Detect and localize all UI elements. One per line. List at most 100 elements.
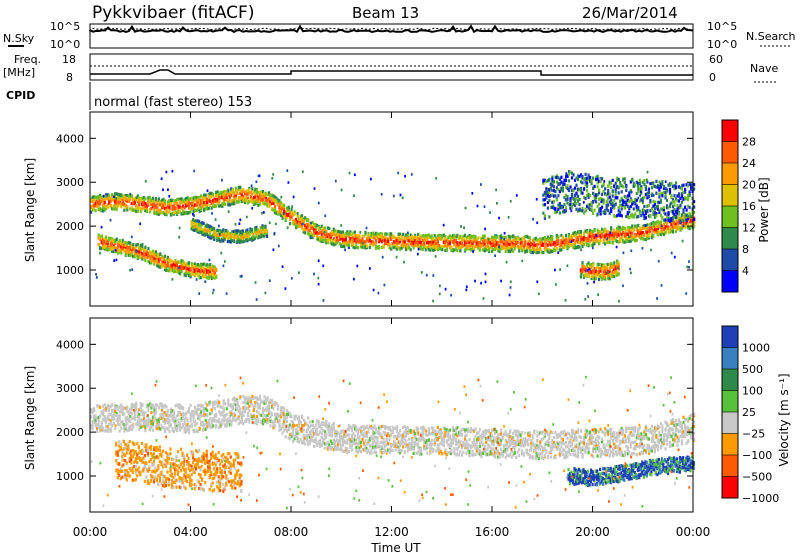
echo-cell — [619, 203, 622, 207]
echo-cell — [172, 260, 176, 265]
echo-cell — [436, 248, 439, 252]
echo-cell — [393, 244, 396, 248]
echo-cell — [581, 174, 584, 178]
echo-cell — [256, 230, 259, 234]
echo-cell — [551, 180, 554, 184]
echo-cell — [209, 193, 212, 198]
echo-cell — [631, 235, 634, 239]
echo-cell — [322, 229, 325, 233]
echo-cell — [105, 408, 108, 412]
echo-cell — [132, 202, 135, 206]
echo-cell — [623, 206, 626, 210]
echo-cell — [607, 188, 610, 193]
echo-cell — [133, 246, 136, 250]
echo-cell — [590, 263, 593, 267]
echo-cell — [91, 421, 94, 425]
echo-cell — [250, 237, 253, 241]
echo-cell — [210, 225, 213, 229]
echo-cell — [608, 237, 611, 241]
echo-cell — [427, 243, 430, 248]
echo-cell — [583, 237, 586, 242]
echo-cell — [100, 225, 103, 229]
echo-cell — [673, 255, 676, 259]
echo-cell — [281, 207, 284, 211]
echo-cell — [109, 247, 112, 251]
echo-cell — [129, 197, 132, 202]
echo-cell — [579, 270, 583, 274]
echo-cell — [286, 213, 289, 217]
echo-cell — [569, 185, 572, 189]
echo-cell — [545, 242, 548, 246]
echo-cell — [97, 236, 100, 240]
echo-cell — [221, 178, 223, 182]
echo-cell — [229, 232, 232, 236]
echo-cell — [533, 249, 536, 253]
echo-cell — [206, 263, 209, 267]
echo-cell — [138, 255, 141, 259]
echo-cell — [626, 213, 629, 217]
echo-cell — [200, 202, 203, 206]
echo-cell — [646, 204, 649, 208]
echo-cell — [676, 194, 679, 198]
echo-cell — [598, 268, 601, 273]
echo-cell — [213, 229, 216, 233]
echo-cell — [509, 246, 512, 250]
echo-cell — [254, 202, 257, 206]
echo-cell — [626, 228, 629, 232]
echo-cell — [599, 264, 602, 268]
echo-cell — [197, 263, 200, 267]
echo-cell — [231, 188, 234, 192]
echo-cell — [338, 242, 341, 246]
echo-cell — [207, 271, 210, 275]
echo-cell — [536, 248, 539, 252]
nsky-panel: N.Sky 10^5 10^0 10^5 10^0 N.Search — [3, 20, 796, 51]
echo-cell — [308, 221, 311, 225]
echo-cell — [196, 224, 199, 228]
date-title: 26/Mar/2014 — [582, 4, 678, 22]
echo-cell — [665, 219, 669, 223]
echo-cell — [599, 231, 602, 235]
echo-cell — [304, 231, 307, 235]
echo-cell — [246, 238, 249, 242]
echo-cell — [304, 216, 307, 220]
echo-cell — [106, 203, 109, 207]
echo-cell — [320, 237, 323, 241]
echo-cell — [105, 193, 108, 197]
echo-cell — [109, 236, 112, 240]
echo-cell — [632, 235, 635, 239]
echo-cell — [168, 208, 171, 212]
echo-cell — [191, 207, 194, 211]
echo-cell — [246, 231, 249, 235]
echo-cell — [579, 230, 583, 234]
echo-cell — [238, 222, 241, 225]
echo-cell — [566, 264, 569, 268]
echo-cell — [662, 227, 665, 231]
echo-cell — [139, 222, 142, 226]
echo-cell — [208, 229, 211, 233]
echo-cell — [96, 429, 99, 433]
echo-cell — [504, 240, 507, 244]
echo-cell — [592, 229, 595, 233]
echo-cell — [299, 217, 302, 221]
echo-cell — [135, 209, 138, 214]
echo-cell — [239, 185, 242, 190]
echo-cell — [656, 297, 658, 300]
echo-cell — [668, 217, 672, 221]
echo-cell — [420, 241, 423, 245]
echo-cell — [561, 205, 564, 209]
echo-cell — [655, 179, 658, 183]
echo-cell — [549, 205, 552, 209]
echo-cell — [223, 237, 226, 241]
echo-cell — [566, 195, 569, 199]
echo-cell — [531, 251, 534, 255]
echo-cell — [243, 233, 246, 237]
echo-cell — [664, 190, 667, 194]
echo-cell — [341, 234, 344, 238]
echo-cell — [242, 189, 245, 193]
echo-cell — [311, 220, 314, 225]
echo-cell — [213, 274, 216, 278]
echo-cell — [371, 242, 375, 246]
echo-cell — [365, 236, 369, 240]
echo-cell — [90, 205, 93, 209]
echo-cell — [638, 211, 641, 215]
